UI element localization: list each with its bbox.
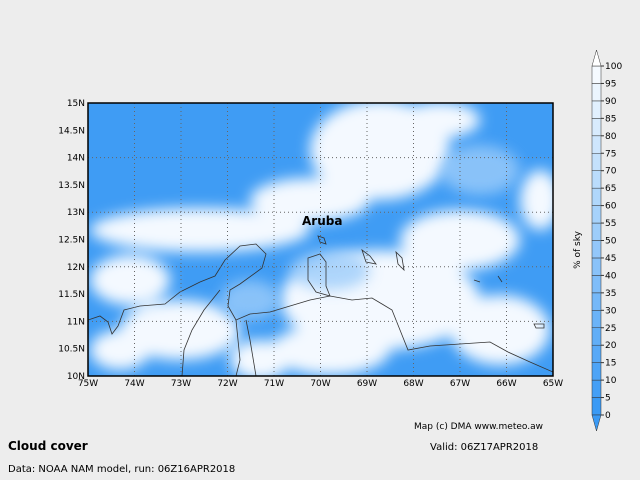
map-frame — [87, 102, 554, 377]
colorbar-tick-label: 55 — [605, 219, 616, 229]
colorbar-tick-label: 85 — [605, 114, 616, 124]
lat-label: 11N — [67, 317, 85, 327]
colorbar-swatch — [591, 327, 602, 346]
credit: Map (c) DMA www.meteo.aw — [414, 422, 543, 432]
colorbar-label: % of sky — [573, 230, 583, 269]
lat-label: 12.5N — [58, 236, 85, 246]
lat-label: 10N — [67, 372, 85, 382]
colorbar-swatch — [591, 170, 602, 189]
colorbar-tick-label: 60 — [605, 202, 617, 212]
colorbar-tick-label: 75 — [605, 149, 616, 159]
colorbar-tick-label: 30 — [605, 306, 617, 316]
colorbar-swatch — [591, 100, 602, 119]
colorbar-tick-label: 0 — [605, 411, 611, 421]
lon-label: 72W — [217, 379, 237, 389]
lat-label: 10.5N — [58, 345, 85, 355]
place-label: Aruba — [302, 214, 342, 228]
lat-label: 12N — [67, 263, 85, 273]
lon-label: 75W — [78, 379, 98, 389]
lon-label: 66W — [496, 379, 516, 389]
lat-label: 14N — [67, 154, 85, 164]
colorbar-arrow — [591, 49, 602, 67]
colorbar-tick-label: 20 — [605, 341, 617, 351]
data-source: Data: NOAA NAM model, run: 06Z16APR2018 — [8, 464, 235, 475]
lat-label: 11.5N — [58, 290, 85, 300]
colorbar-swatch — [591, 153, 602, 171]
lon-label: 71W — [264, 379, 284, 389]
lat-label: 13.5N — [58, 181, 85, 191]
colorbar-swatch — [591, 397, 602, 416]
colorbar-swatch — [591, 257, 602, 276]
lat-label: 15N — [67, 99, 85, 109]
colorbar-tick-label: 90 — [605, 97, 617, 107]
colorbar-tick-label: 45 — [605, 254, 616, 264]
colorbar-swatch — [591, 344, 602, 363]
colorbar-tick-label: 10 — [605, 376, 617, 386]
colorbar-swatch — [591, 292, 602, 311]
colorbar-swatch — [591, 240, 602, 259]
colorbar-swatch — [591, 135, 602, 154]
lon-label: 70W — [310, 379, 330, 389]
graticule: 10N 10.5N 11N 11.5N 12N 12.5N 13N 13.5N 14N 14.5N… — [58, 99, 563, 389]
lon-label: 68W — [403, 379, 423, 389]
colorbar-tick-label: 25 — [605, 324, 616, 334]
colorbar-tick-label: 50 — [605, 237, 617, 247]
colorbar-tick-label: 5 — [605, 394, 611, 404]
colorbar-tick-label: 100 — [605, 62, 622, 72]
colorbar-swatch — [591, 275, 602, 294]
colorbar-swatch — [591, 65, 602, 84]
lon-label: 67W — [450, 379, 470, 389]
colorbar-swatch — [591, 379, 602, 398]
lon-label: 69W — [357, 379, 377, 389]
lon-label: 65W — [543, 379, 563, 389]
colorbar-swatch — [591, 205, 602, 224]
colorbar-tick-label: 40 — [605, 271, 617, 281]
colorbar-tick-label: 80 — [605, 132, 617, 142]
colorbar-swatch — [591, 222, 602, 241]
colorbar-swatch — [591, 362, 602, 381]
map-field — [88, 103, 553, 376]
colorbar: 0 5 10 15 20 25 30 35 40 45 50 55 60 65 70 75 80 85 90 95 10… — [591, 49, 622, 432]
lon-label: 73W — [171, 379, 191, 389]
colorbar-tick-label: 65 — [605, 184, 616, 194]
colorbar-swatch — [591, 310, 602, 328]
colorbar-swatch — [591, 187, 602, 206]
colorbar-tick-label: 15 — [605, 359, 616, 369]
colorbar-swatch — [591, 83, 602, 102]
lat-label: 14.5N — [58, 126, 85, 136]
valid-time: Valid: 06Z17APR2018 — [430, 442, 538, 453]
colorbar-swatch — [591, 118, 602, 137]
title: Cloud cover — [8, 439, 88, 453]
colorbar-arrow — [591, 414, 602, 432]
lat-label: 13N — [67, 208, 85, 218]
colorbar-tick-label: 35 — [605, 289, 616, 299]
colorbar-tick-label: 70 — [605, 167, 617, 177]
colorbar-tick-label: 95 — [605, 79, 616, 89]
lon-label: 74W — [124, 379, 144, 389]
